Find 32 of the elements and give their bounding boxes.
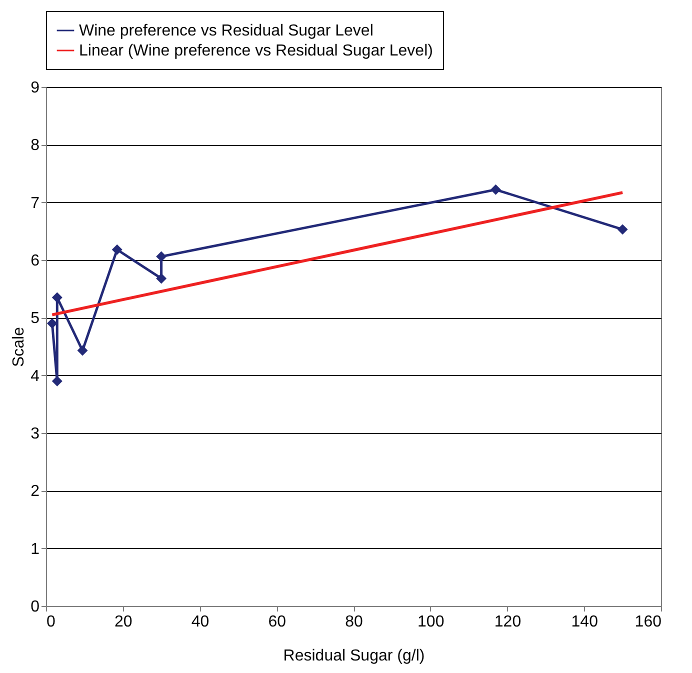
x-tick-label: 80 [345, 614, 363, 630]
point [156, 273, 167, 284]
y-tick-label: 1 [30, 540, 40, 558]
x-tick-label: 120 [494, 614, 522, 630]
y-tick-label: 0 [30, 598, 40, 616]
x-axis-title: Residual Sugar (g/l) [283, 648, 425, 664]
y-tick-label: 7 [30, 194, 40, 212]
y-tick-label: 9 [30, 80, 40, 96]
x-tick-label: 100 [418, 614, 444, 630]
x-tick-label: 160 [634, 614, 662, 630]
point [156, 251, 167, 262]
point [77, 345, 88, 356]
point [46, 318, 58, 329]
legend-label: Wine preference vs Residual Sugar Level [79, 22, 374, 40]
x-tick-label: 20 [114, 614, 132, 630]
point [112, 244, 122, 255]
x-tick-label: 0 [46, 614, 56, 630]
y-tick-label: 4 [30, 368, 40, 385]
legend-label: Linear (Wine preference vs Residual Sugar Level) [79, 42, 433, 60]
y-tick-label: 3 [30, 426, 40, 442]
y-axis-title: Scale [10, 326, 28, 368]
y-tick-label: 2 [30, 483, 40, 500]
point [52, 376, 62, 386]
point [617, 224, 628, 235]
y-tick-label: 6 [30, 252, 40, 270]
y-tick-label: 5 [30, 310, 40, 328]
point [52, 292, 62, 303]
x-tick-label: 60 [268, 614, 286, 630]
y-tick-label: 8 [30, 137, 40, 154]
x-tick-label: 140 [571, 614, 598, 630]
x-tick-label: 40 [191, 614, 210, 630]
point [490, 184, 501, 195]
